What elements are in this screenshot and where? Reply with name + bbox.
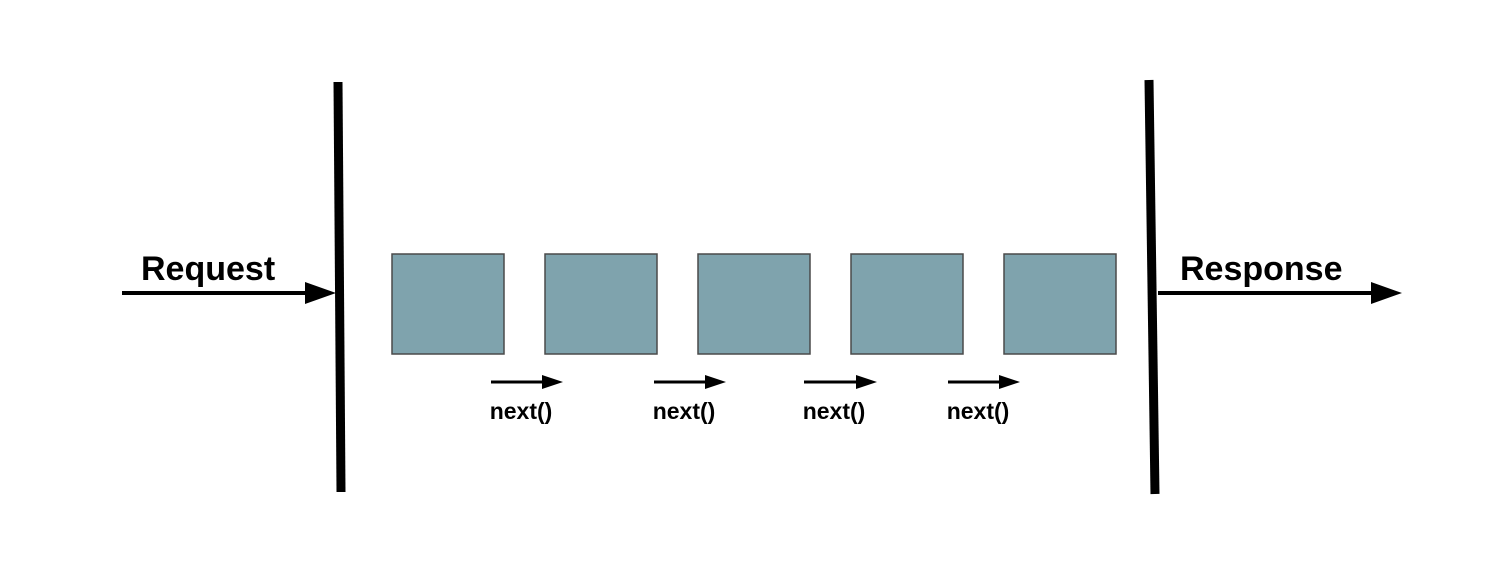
- next-label: next(): [947, 398, 1010, 424]
- response-arrow: [1158, 282, 1402, 304]
- next-label: next(): [490, 398, 553, 424]
- next-calls: next() next() next() next(): [490, 375, 1020, 424]
- next-arrow: [654, 375, 726, 389]
- next-label: next(): [653, 398, 716, 424]
- middleware-boxes: [391, 253, 1117, 355]
- next-label: next(): [803, 398, 866, 424]
- next-arrow: [948, 375, 1020, 389]
- middleware-box: [850, 253, 964, 355]
- next-arrow: [491, 375, 563, 389]
- request-boundary-line: [333, 81, 346, 493]
- middleware-box: [697, 253, 811, 355]
- request-label: Request: [141, 250, 275, 288]
- middleware-box: [391, 253, 505, 355]
- request-arrow: [122, 282, 336, 304]
- next-arrow: [804, 375, 877, 389]
- response-boundary-line: [1144, 79, 1160, 495]
- middleware-box: [544, 253, 658, 355]
- middleware-box: [1003, 253, 1117, 355]
- response-label: Response: [1180, 250, 1343, 288]
